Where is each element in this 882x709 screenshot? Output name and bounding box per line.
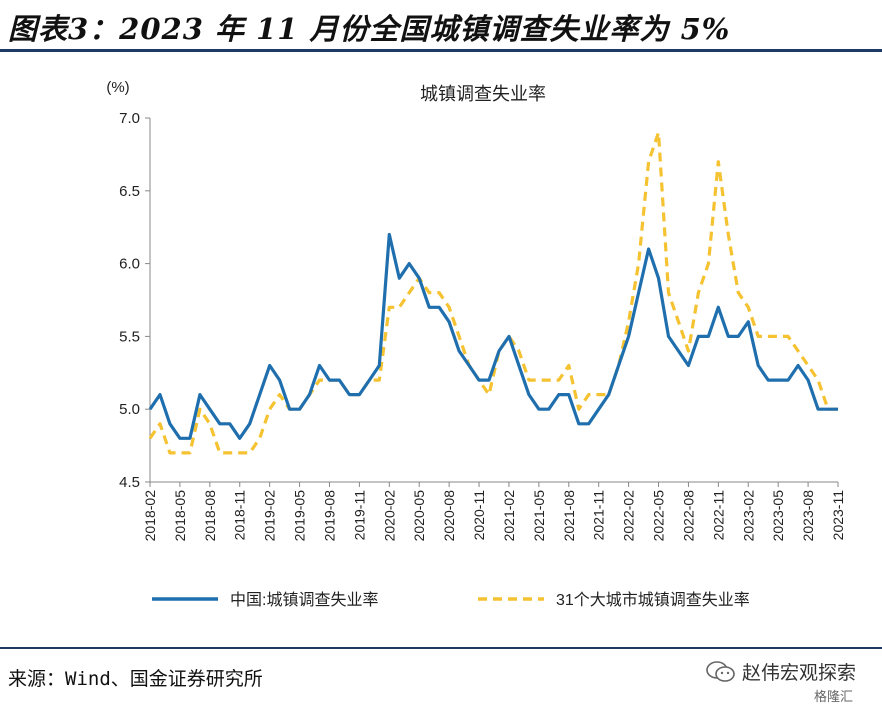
y-tick-label: 6.5 [119,183,140,200]
x-tick-label: 2022-08 [680,490,696,542]
x-tick-label: 2021-11 [591,490,607,541]
x-axis-ticks: 2018-02 2018-05 2018-08 2018-11 2019-02 2019-… [142,482,846,541]
y-tick-label: 5.5 [119,328,140,345]
watermark-text: 赵伟宏观探索 [742,662,857,684]
x-tick-label: 2019-08 [321,490,337,542]
x-tick-label: 2021-08 [561,490,577,542]
chart-title: 城镇调查失业率 [420,84,546,104]
x-tick-label: 2021-05 [531,490,547,542]
y-tick-label: 4.5 [119,474,140,491]
x-tick-label: 2020-05 [411,490,427,542]
x-tick-label: 2023-05 [770,490,786,542]
y-axis-unit-label: (%) [106,79,129,96]
x-tick-label: 2023-02 [740,490,756,542]
wechat-icon [706,660,735,682]
x-tick-label: 2020-11 [471,490,487,541]
series-line-31-cities [148,130,838,455]
source-note: 来源：Wind、国金证券研究所 [8,668,263,690]
legend-label-31-cities: 31个大城市城镇调查失业率 [556,591,750,609]
x-tick-label: 2020-08 [441,490,457,542]
x-tick-label: 2020-02 [381,490,397,542]
x-tick-label: 2018-05 [172,490,188,542]
x-tick-label: 2018-11 [232,490,248,541]
x-tick-label: 2022-02 [621,490,637,542]
legend: 中国:城镇调查失业率 31个大城市城镇调查失业率 [152,591,750,609]
figure-title: 图表3：2023 年 11 月份全国城镇调查失业率为 5% [8,12,731,46]
y-axis-ticks: 4.5 5.0 5.5 6.0 6.5 7.0 [119,110,150,491]
x-tick-label: 2019-05 [292,490,308,542]
x-tick-label: 2019-11 [351,490,367,541]
unemployment-line-chart: 城镇调查失业率 (%) 4.55.05.56.06.57.0 2018-02 20… [106,79,846,609]
top-rule [0,49,882,52]
y-tick-label: 6.0 [119,256,140,273]
legend-label-china: 中国:城镇调查失业率 [230,591,378,609]
watermark: 赵伟宏观探索 [706,658,856,685]
x-tick-label: 2022-11 [710,490,726,541]
x-tick-label: 2023-11 [830,490,846,541]
y-tick-label: 7.0 [119,110,140,127]
x-tick-label: 2018-08 [202,490,218,542]
x-tick-label: 2018-02 [142,490,158,542]
x-tick-label: 2022-05 [651,490,667,542]
x-tick-label: 2021-02 [501,490,517,542]
series-line-china [148,232,838,440]
x-tick-label: 2019-02 [262,490,278,542]
y-tick-label: 5.0 [119,401,140,418]
x-tick-label: 2023-08 [800,490,816,542]
watermark-subtext: 格隆汇 [814,690,854,705]
bottom-rule [0,647,882,649]
series-layer [148,130,838,455]
